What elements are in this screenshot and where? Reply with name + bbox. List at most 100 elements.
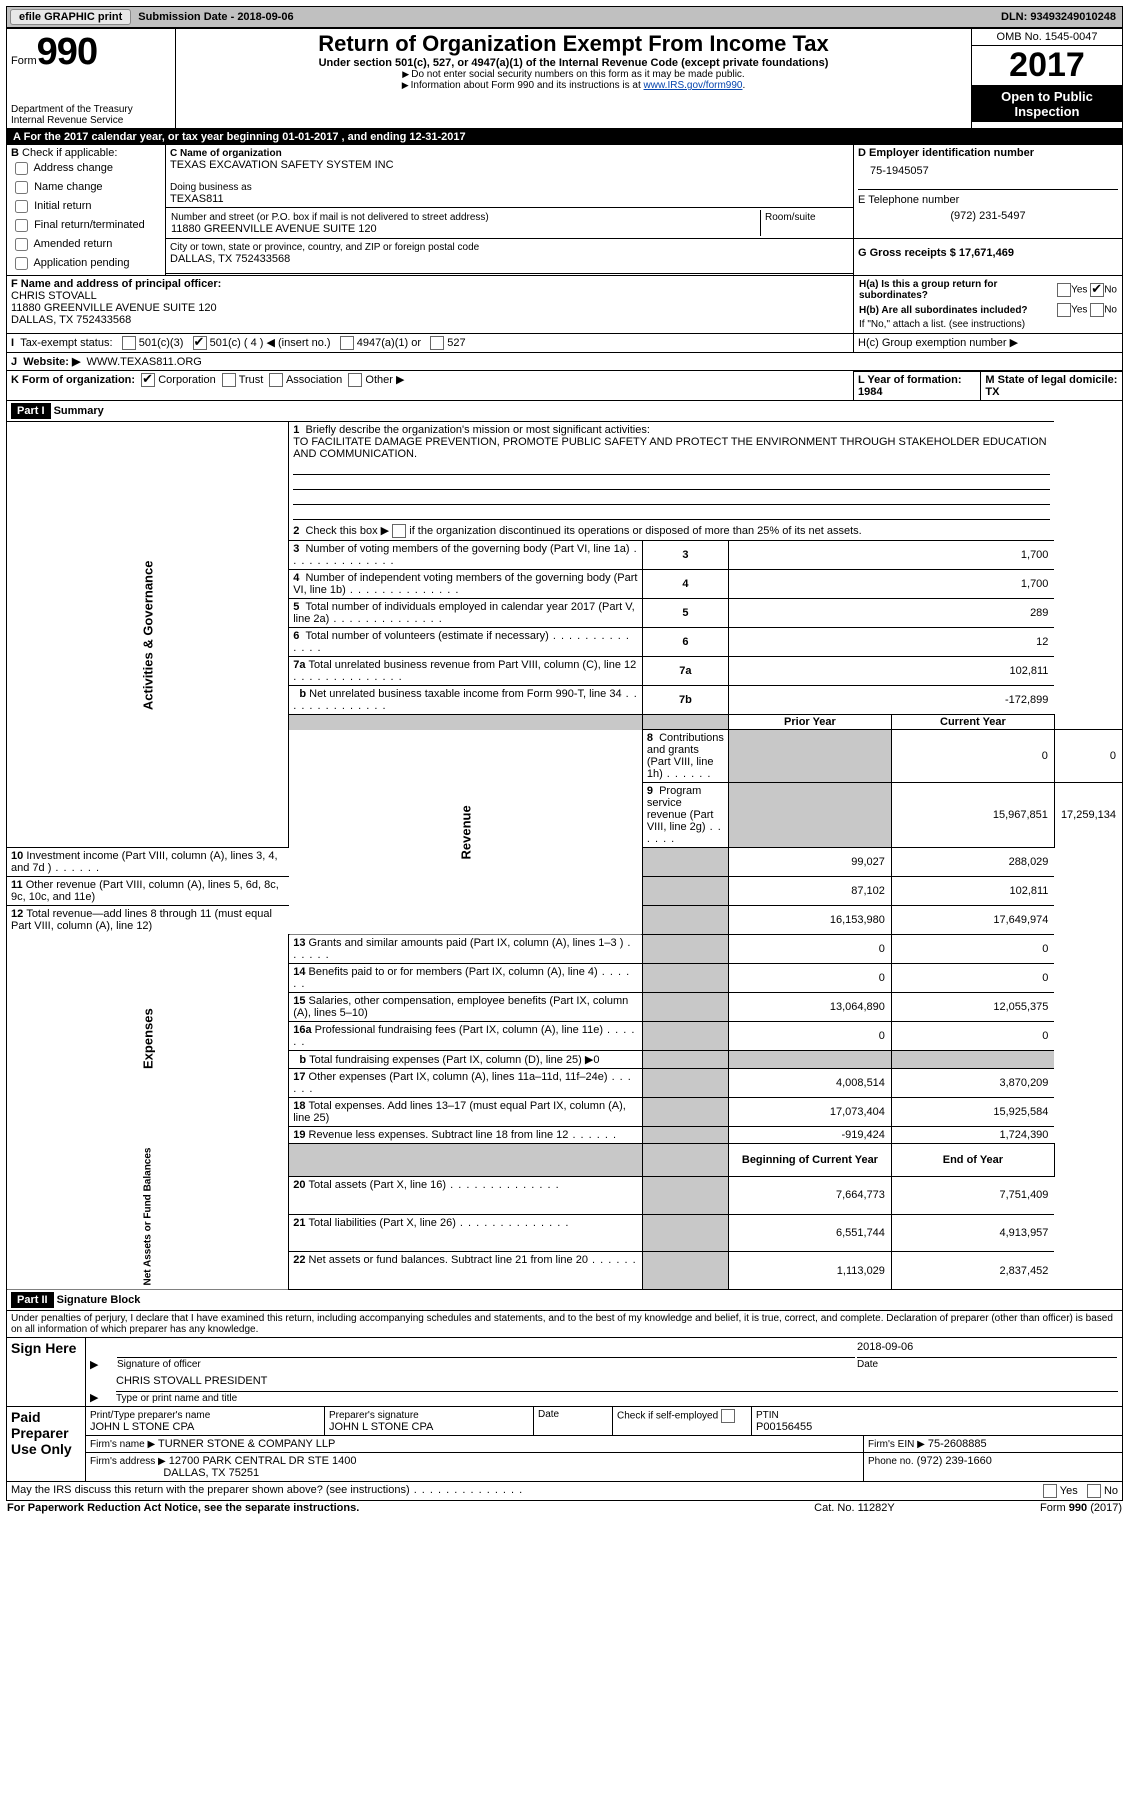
officer-addr1: 11880 GREENVILLE AVENUE SUITE 120 — [11, 302, 217, 314]
eoy-label: End of Year — [891, 1143, 1054, 1176]
vert-revenue: Revenue — [289, 730, 643, 935]
cb-discontinued[interactable] — [392, 524, 406, 538]
discuss-no[interactable] — [1087, 1484, 1101, 1498]
perjury-declaration: Under penalties of perjury, I declare th… — [7, 1311, 1123, 1338]
cb-4947[interactable] — [340, 336, 354, 350]
note-ssn: Do not enter social security numbers on … — [411, 69, 744, 80]
ein-label: D Employer identification number — [858, 147, 1034, 159]
firm-addr2: DALLAS, TX 75251 — [163, 1467, 259, 1479]
date-label: Date — [857, 1359, 878, 1370]
sign-here-label: Sign Here — [11, 1340, 76, 1356]
vert-expenses: Expenses — [7, 934, 289, 1143]
efile-print-button[interactable]: efile GRAPHIC print — [10, 9, 131, 25]
street-label: Number and street (or P.O. box if mail i… — [171, 212, 489, 223]
form-title: Return of Organization Exempt From Incom… — [180, 31, 967, 57]
discuss-yes[interactable] — [1043, 1484, 1057, 1498]
officer-addr2: DALLAS, TX 752433568 — [11, 314, 131, 326]
form-header: Form990 Department of the Treasury Inter… — [6, 28, 1123, 129]
state-domicile: M State of legal domicile: TX — [985, 374, 1117, 398]
year-formation: L Year of formation: 1984 — [858, 374, 962, 398]
phone: (972) 231-5497 — [858, 206, 1118, 226]
dln: DLN: 93493249010248 — [1001, 11, 1122, 23]
form-org-label: K Form of organization: — [11, 374, 135, 386]
part1-title: Summary — [54, 405, 104, 417]
preparer-sig: JOHN L STONE CPA — [329, 1421, 433, 1433]
cb-amended[interactable]: Amended return — [11, 238, 112, 250]
phone-label: E Telephone number — [858, 194, 959, 206]
open-to-public: Open to Public Inspection — [972, 86, 1122, 122]
mission-text: TO FACILITATE DAMAGE PREVENTION, PROMOTE… — [293, 436, 1046, 460]
sig-date: 2018-09-06 — [857, 1341, 1117, 1358]
dba-label: Doing business as — [170, 182, 252, 193]
hb-yes[interactable] — [1057, 303, 1071, 317]
boy-label: Beginning of Current Year — [728, 1143, 891, 1176]
dept-irs: Internal Revenue Service — [11, 115, 171, 126]
type-name-label: Type or print name and title — [116, 1393, 237, 1404]
omb-number: OMB No. 1545-0047 — [972, 29, 1122, 46]
website-label: Website: ▶ — [23, 356, 80, 368]
sig-officer-label: Signature of officer — [117, 1359, 201, 1370]
form-footer: 990 — [1069, 1502, 1087, 1514]
ha-label: H(a) Is this a group return for subordin… — [859, 279, 997, 301]
ein: 75-1945057 — [858, 159, 1118, 189]
city: DALLAS, TX 752433568 — [170, 253, 290, 265]
paid-preparer-label: Paid Preparer Use Only — [11, 1409, 72, 1457]
tax-year-line: For the 2017 calendar year, or tax year … — [24, 131, 466, 143]
website: WWW.TEXAS811.ORG — [87, 356, 202, 368]
gross-receipts: G Gross receipts $ 17,671,469 — [858, 247, 1014, 259]
part2: Part II Signature Block Under penalties … — [6, 1290, 1123, 1501]
hb-note: If "No," attach a list. (see instruction… — [858, 318, 1118, 331]
org-name-label: C Name of organization — [170, 148, 282, 159]
check-applicable-label: Check if applicable: — [22, 147, 117, 159]
cb-corp[interactable] — [141, 373, 155, 387]
cb-initial-return[interactable]: Initial return — [11, 200, 92, 212]
vert-netassets: Net Assets or Fund Balances — [7, 1143, 289, 1290]
firm-phone: (972) 239-1660 — [917, 1455, 992, 1467]
form-subtitle: Under section 501(c), 527, or 4947(a)(1)… — [180, 57, 967, 69]
org-name: TEXAS EXCAVATION SAFETY SYSTEM INC — [170, 159, 394, 171]
pra-notice: For Paperwork Reduction Act Notice, see … — [7, 1502, 359, 1514]
cb-other[interactable] — [348, 373, 362, 387]
hb-no[interactable] — [1090, 303, 1104, 317]
part2-title: Signature Block — [57, 1294, 141, 1306]
footer: For Paperwork Reduction Act Notice, see … — [6, 1501, 1123, 1515]
line2b: if the organization discontinued its ope… — [409, 525, 862, 537]
cb-self-employed[interactable] — [721, 1409, 735, 1423]
officer-label: F Name and address of principal officer: — [11, 278, 221, 290]
discuss-question: May the IRS discuss this return with the… — [11, 1484, 523, 1496]
part2-header: Part II — [11, 1292, 54, 1308]
note-info-pre: Information about Form 990 and its instr… — [411, 80, 644, 91]
street: 11880 GREENVILLE AVENUE SUITE 120 — [171, 223, 377, 235]
vert-governance: Activities & Governance — [7, 422, 289, 848]
cb-name-change[interactable]: Name change — [11, 181, 103, 193]
irs-link[interactable]: www.IRS.gov/form990 — [644, 80, 743, 91]
ha-no[interactable] — [1090, 283, 1104, 297]
officer-name: CHRIS STOVALL — [11, 290, 97, 302]
cb-assoc[interactable] — [269, 373, 283, 387]
prior-year-label: Prior Year — [728, 715, 891, 730]
current-year-label: Current Year — [891, 715, 1054, 730]
dept-treasury: Department of the Treasury — [11, 104, 171, 115]
cb-trust[interactable] — [222, 373, 236, 387]
form-label: Form — [11, 55, 37, 67]
hb-label: H(b) Are all subordinates included? — [859, 305, 1028, 316]
cb-address-change[interactable]: Address change — [11, 162, 113, 174]
officer-typed-name: CHRIS STOVALL PRESIDENT — [116, 1375, 1118, 1392]
ha-yes[interactable] — [1057, 283, 1071, 297]
cb-527[interactable] — [430, 336, 444, 350]
cb-501c3[interactable] — [122, 336, 136, 350]
cb-final-return[interactable]: Final return/terminated — [11, 219, 145, 231]
entity-info: A For the 2017 calendar year, or tax yea… — [6, 129, 1123, 401]
cb-pending[interactable]: Application pending — [11, 257, 129, 269]
part1: Part I Summary Activities & Governance 1… — [6, 401, 1123, 1290]
cb-501c[interactable] — [193, 336, 207, 350]
mission-label: Briefly describe the organization's miss… — [305, 424, 649, 436]
city-label: City or town, state or province, country… — [170, 242, 479, 253]
room-suite-label: Room/suite — [761, 210, 850, 236]
dba-name: TEXAS811 — [170, 193, 224, 205]
hc-label: H(c) Group exemption number ▶ — [854, 334, 1123, 353]
tax-exempt-label: Tax-exempt status: — [20, 337, 112, 349]
tax-year: 2017 — [972, 46, 1122, 86]
line2a: Check this box ▶ — [305, 525, 389, 537]
part1-header: Part I — [11, 403, 51, 419]
